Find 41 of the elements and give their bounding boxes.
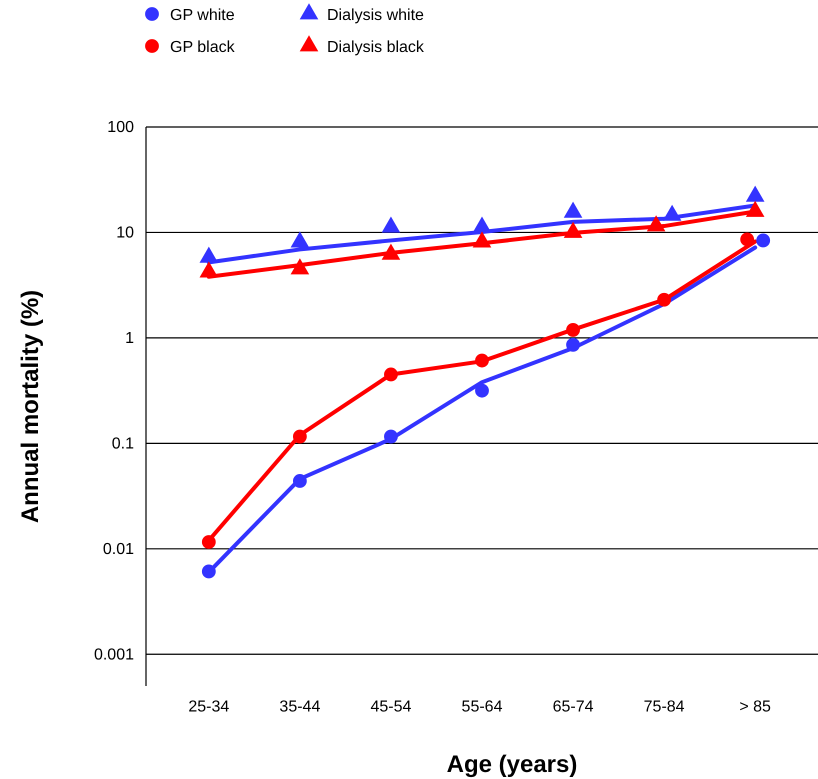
legend-label: GP white xyxy=(170,7,235,24)
x-tick-label: 65-74 xyxy=(552,698,594,716)
y-tick-label: 0.001 xyxy=(94,646,134,664)
legend-label: Dialysis white xyxy=(327,7,424,24)
point xyxy=(746,186,764,202)
point xyxy=(475,384,489,398)
y-tick-label: 10 xyxy=(116,224,134,242)
x-axis-title: Age (years) xyxy=(446,751,578,778)
point xyxy=(475,354,489,368)
y-tick-label: 1 xyxy=(125,330,134,348)
point xyxy=(746,200,764,217)
point xyxy=(566,338,580,352)
y-tick-label: 0.1 xyxy=(112,435,134,452)
point xyxy=(382,244,400,260)
x-tick-label: 45-54 xyxy=(370,698,412,716)
point xyxy=(290,258,310,274)
y-tick-label: 100 xyxy=(107,119,134,136)
point xyxy=(200,261,218,278)
x-tick-label: 55-64 xyxy=(462,698,503,716)
point xyxy=(202,535,216,549)
point xyxy=(292,430,307,444)
point xyxy=(200,246,218,263)
point xyxy=(564,222,582,238)
x-tick-label: 75-84 xyxy=(644,698,685,716)
point xyxy=(292,474,307,488)
x-tick-label: > 85 xyxy=(739,698,772,716)
point xyxy=(472,216,492,233)
y-axis-title: Annual mortality (%) xyxy=(17,290,44,524)
point xyxy=(564,202,582,218)
x-tick-label: 35-44 xyxy=(279,698,320,716)
point xyxy=(384,368,398,382)
legend-label: GP black xyxy=(170,39,236,56)
y-tick-label: 0.01 xyxy=(102,540,134,558)
point xyxy=(472,231,492,248)
point xyxy=(202,564,216,578)
point xyxy=(290,231,310,248)
point xyxy=(382,216,400,233)
x-tick-label: 25-34 xyxy=(188,698,230,716)
point xyxy=(384,430,398,444)
legend-label: Dialysis black xyxy=(327,39,425,56)
point xyxy=(566,323,580,337)
